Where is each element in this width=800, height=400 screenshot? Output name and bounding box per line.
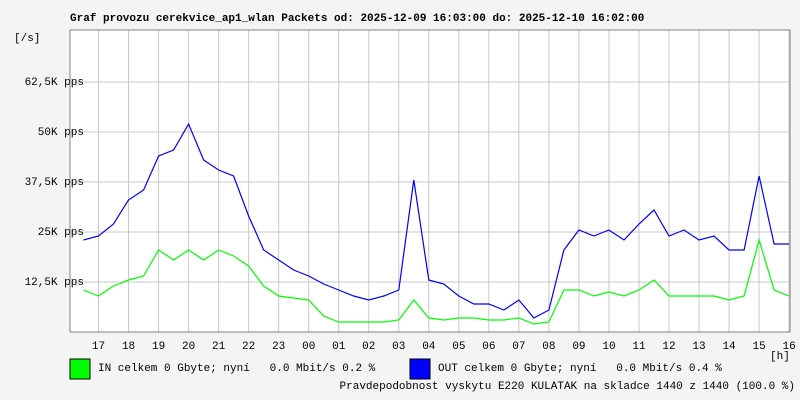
x-tick-label: 05 xyxy=(452,341,465,353)
series-line xyxy=(83,122,790,319)
x-tick-label: 09 xyxy=(572,341,585,353)
x-tick-label: 04 xyxy=(422,341,436,353)
x-tick-label: 07 xyxy=(512,341,525,353)
series-line xyxy=(83,237,790,325)
y-tick-label: 37,5K pps xyxy=(25,177,84,189)
x-tick-label: 12 xyxy=(662,341,675,353)
footer: Pravdepodobnost vyskytu E220 KULATAK na … xyxy=(340,381,795,393)
x-tick-label: 08 xyxy=(542,341,555,353)
y-axis-label: [/s] xyxy=(14,33,40,45)
legend-label: OUT celkem 0 Gbyte; nyní 0.0 Mbit/s 0.4 … xyxy=(438,363,722,375)
legend-swatch xyxy=(69,358,91,380)
x-tick-label: 00 xyxy=(302,341,315,353)
legend-swatch xyxy=(409,358,431,380)
x-axis-label: [h] xyxy=(770,351,790,363)
x-tick-label: 16 xyxy=(782,341,795,353)
x-tick-label: 20 xyxy=(182,341,195,353)
x-tick-label: 02 xyxy=(362,341,375,353)
plot-frame xyxy=(69,29,791,333)
y-tick-label: 12,5K pps xyxy=(25,277,84,289)
plot-area xyxy=(69,29,791,333)
y-tick-label: 62,5K pps xyxy=(25,77,84,89)
y-tick-label: 25K pps xyxy=(38,227,84,239)
x-tick-label: 17 xyxy=(92,341,105,353)
x-tick-label: 15 xyxy=(752,341,765,353)
legend-label: IN celkem 0 Gbyte; nyní 0.0 Mbit/s 0.2 % xyxy=(98,363,376,375)
x-tick-label: 22 xyxy=(242,341,255,353)
x-tick-label: 11 xyxy=(632,341,646,353)
x-tick-label: 13 xyxy=(692,341,705,353)
x-tick-label: 23 xyxy=(272,341,285,353)
x-tick-label: 06 xyxy=(482,341,495,353)
x-tick-label: 19 xyxy=(152,341,165,353)
x-tick-label: 10 xyxy=(602,341,615,353)
y-tick-label: 50K pps xyxy=(38,127,84,139)
chart-title: Graf provozu cerekvice_ap1_wlan Packets … xyxy=(70,13,644,25)
x-tick-label: 14 xyxy=(722,341,736,353)
x-tick-label: 18 xyxy=(122,341,135,353)
x-tick-label: 21 xyxy=(212,341,226,353)
x-tick-label: 03 xyxy=(392,341,405,353)
x-tick-label: 01 xyxy=(332,341,346,353)
